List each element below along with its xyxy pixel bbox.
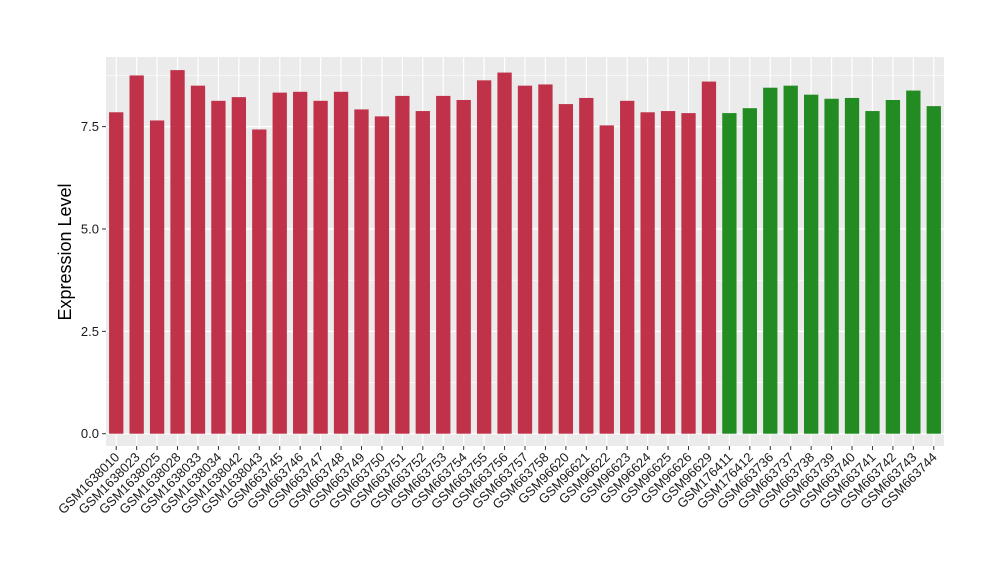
y-tick-label: 0.0 xyxy=(81,426,99,441)
bar xyxy=(579,97,594,434)
bar xyxy=(742,108,757,434)
bar xyxy=(701,81,717,434)
bar xyxy=(313,100,328,434)
bar xyxy=(293,91,308,434)
bar xyxy=(926,106,941,434)
bar xyxy=(129,75,144,434)
bar xyxy=(333,91,349,434)
bar xyxy=(231,97,247,434)
bar xyxy=(803,94,819,434)
bar xyxy=(497,72,512,434)
bar xyxy=(354,109,369,434)
bar xyxy=(252,129,267,434)
bar xyxy=(190,85,206,434)
y-axis: 0.0 2.5 5.0 7.5 xyxy=(81,119,106,441)
bar xyxy=(272,92,287,434)
bar xyxy=(844,97,860,434)
bar xyxy=(517,85,533,434)
bar xyxy=(170,70,185,434)
bar xyxy=(538,84,553,434)
bar xyxy=(906,90,921,434)
bar xyxy=(415,111,430,434)
bar xyxy=(456,99,471,434)
bar xyxy=(722,113,737,434)
bar xyxy=(374,116,390,434)
y-axis-title: Expression Level xyxy=(55,183,75,320)
bar xyxy=(149,120,165,434)
y-tick-label: 2.5 xyxy=(81,324,99,339)
bar xyxy=(885,99,901,434)
bar xyxy=(476,80,492,434)
bar xyxy=(783,85,798,434)
bar xyxy=(599,125,614,434)
bar xyxy=(211,100,226,434)
x-axis: GSM1638010GSM1638023GSM1638025GSM1638028… xyxy=(55,446,940,517)
bar xyxy=(660,111,676,434)
bar xyxy=(620,100,635,434)
bars xyxy=(109,70,941,434)
bar xyxy=(824,98,839,434)
bar xyxy=(395,95,410,434)
y-tick-label: 7.5 xyxy=(81,119,99,134)
bar xyxy=(109,112,124,434)
bar xyxy=(640,112,655,434)
bar xyxy=(558,104,574,434)
bar xyxy=(763,87,778,434)
bar xyxy=(681,113,696,434)
y-tick-label: 5.0 xyxy=(81,221,99,236)
bar xyxy=(865,111,880,434)
bar xyxy=(436,95,451,434)
